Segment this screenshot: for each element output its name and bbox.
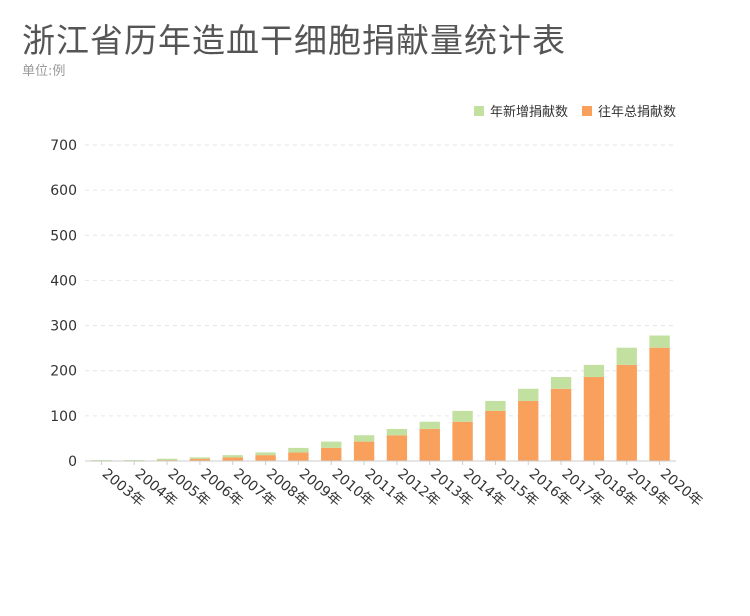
bar-increment[interactable] bbox=[616, 347, 637, 365]
gridlines bbox=[85, 144, 676, 417]
legend-item-new[interactable]: 年新增捐献数 bbox=[473, 101, 568, 120]
bar-total[interactable] bbox=[452, 421, 473, 461]
y-tick-label: 300 bbox=[50, 319, 77, 335]
bar-total[interactable] bbox=[419, 428, 440, 461]
bar-total[interactable] bbox=[156, 459, 178, 461]
bar-increment[interactable] bbox=[288, 447, 309, 453]
chart-unit-subtitle: 单位:例 bbox=[22, 64, 66, 79]
legend-label-total: 往年总捐献数 bbox=[597, 105, 676, 120]
bar-total[interactable] bbox=[550, 388, 572, 461]
bar-total[interactable] bbox=[222, 457, 243, 461]
bar-total[interactable] bbox=[518, 400, 539, 461]
bar-total[interactable] bbox=[288, 452, 309, 461]
bar-increment[interactable] bbox=[649, 335, 670, 348]
bar-increment[interactable] bbox=[222, 455, 243, 458]
legend-swatch-new bbox=[473, 105, 484, 116]
legend-swatch-total bbox=[581, 105, 592, 116]
bar-total[interactable] bbox=[353, 441, 375, 461]
bar-total[interactable] bbox=[386, 435, 408, 461]
bars bbox=[91, 335, 670, 462]
y-axis: 0 100 200 300 400 500 600 700 bbox=[50, 138, 77, 470]
legend-label-new: 年新增捐献数 bbox=[489, 105, 568, 120]
chart-title: 浙江省历年造血干细胞捐献量统计表 bbox=[22, 21, 566, 60]
bar-total[interactable] bbox=[649, 347, 670, 461]
y-tick-label: 500 bbox=[50, 228, 77, 244]
bar-increment[interactable] bbox=[452, 410, 473, 422]
bar-increment[interactable] bbox=[189, 457, 211, 459]
bar-increment[interactable] bbox=[583, 364, 605, 378]
y-tick-label: 700 bbox=[50, 138, 77, 154]
bar-increment[interactable] bbox=[518, 388, 539, 401]
bar-total[interactable] bbox=[485, 410, 506, 461]
bar-increment[interactable] bbox=[550, 377, 572, 389]
bar-increment[interactable] bbox=[386, 428, 408, 436]
y-tick-label: 400 bbox=[50, 273, 77, 289]
bar-total[interactable] bbox=[583, 377, 605, 461]
y-tick-label: 200 bbox=[50, 364, 77, 380]
bar-total[interactable] bbox=[255, 455, 276, 461]
chart-legend: 年新增捐献数 往年总捐献数 bbox=[473, 101, 676, 120]
bar-total[interactable] bbox=[189, 458, 211, 461]
y-tick-label: 100 bbox=[50, 409, 77, 425]
y-tick-label: 600 bbox=[50, 183, 77, 199]
bar-total[interactable] bbox=[616, 364, 637, 461]
y-tick-label: 0 bbox=[68, 454, 77, 470]
x-axis: 2003年2004年2005年2006年2007年2008年2009年2010年… bbox=[85, 460, 705, 510]
bar-increment[interactable] bbox=[321, 441, 342, 448]
bar-increment[interactable] bbox=[485, 400, 506, 411]
bar-increment[interactable] bbox=[353, 435, 375, 442]
bar-increment[interactable] bbox=[255, 452, 276, 456]
bar-increment[interactable] bbox=[156, 458, 178, 461]
legend-item-total[interactable]: 往年总捐献数 bbox=[581, 101, 676, 120]
bar-increment[interactable] bbox=[419, 421, 440, 429]
bar-total[interactable] bbox=[321, 447, 342, 461]
